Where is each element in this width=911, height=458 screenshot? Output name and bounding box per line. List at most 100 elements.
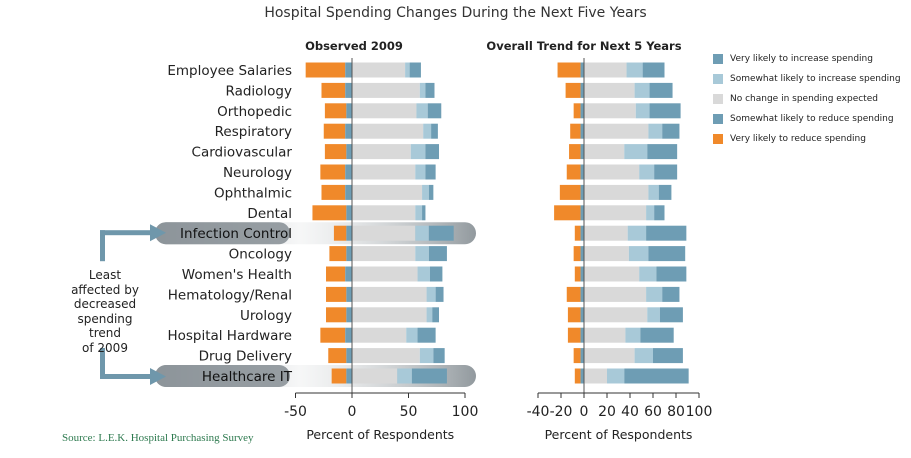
bar-somewhat-reduce [345,82,352,98]
bar-very-reduce [331,368,347,384]
bar-somewhat-increase [426,307,433,323]
annotation-line: of 2009 [82,340,128,355]
x-tick-label: 40 [621,404,639,420]
bar-somewhat-increase [635,103,650,119]
bar-very-reduce [573,348,581,364]
panel-title: Overall Trend for Next 5 Years [486,39,681,53]
bar-very-increase [659,307,683,323]
bar-very-reduce [324,144,347,160]
bar-somewhat-reduce [580,368,584,384]
legend-label: Somewhat likely to reduce spending [730,114,894,124]
category-label: Urology [240,308,292,324]
bar-very-reduce [329,246,347,262]
bar-somewhat-increase [417,266,430,282]
bar-somewhat-reduce [580,266,584,282]
bar-very-reduce [554,205,581,221]
bar-somewhat-reduce [580,246,584,262]
bar-somewhat-increase [625,327,641,343]
bar-somewhat-increase [639,266,657,282]
bar-no-change [352,286,427,302]
legend-swatch [713,114,723,124]
bar-somewhat-reduce [346,307,352,323]
legend-label: Very likely to reduce spending [730,134,866,144]
category-label: Healthcare IT [202,369,293,385]
bar-very-increase [662,123,680,139]
bar-somewhat-reduce [345,164,352,180]
x-tick-label: 100 [686,404,713,420]
bar-somewhat-increase [647,307,660,323]
bar-very-increase [624,368,689,384]
legend-swatch [713,134,723,144]
highlight-band [155,365,290,387]
bar-somewhat-increase [624,144,648,160]
bar-no-change [584,327,626,343]
x-axis-label: Percent of Respondents [306,427,454,442]
bar-somewhat-reduce [580,184,584,200]
bar-somewhat-reduce [345,266,352,282]
bar-no-change [584,164,640,180]
bar-no-change [352,368,398,384]
bar-somewhat-increase [419,348,434,364]
bar-very-reduce [333,225,347,241]
bar-very-reduce [324,103,347,119]
bar-no-change [584,368,607,384]
category-label: Women's Health [182,267,292,283]
bar-no-change [352,82,420,98]
bar-no-change [352,164,416,180]
bar-somewhat-increase [646,205,655,221]
bar-very-increase [647,144,678,160]
bar-no-change [584,307,648,323]
bar-somewhat-increase [634,82,650,98]
bar-somewhat-reduce [580,348,584,364]
bar-no-change [352,246,416,262]
bar-somewhat-reduce [345,62,352,78]
category-label: Drug Delivery [199,349,292,365]
x-tick-label: 80 [667,404,685,420]
annotation-note: Least affected by decreased spending tre… [64,268,146,355]
bar-no-change [584,103,636,119]
bar-somewhat-increase [646,286,663,302]
bar-very-increase [425,82,435,98]
annotation-line: Least [88,268,122,282]
bar-somewhat-reduce [580,123,584,139]
bar-no-change [352,123,424,139]
bar-somewhat-reduce [346,246,352,262]
bar-somewhat-increase [405,62,410,78]
bar-no-change [352,103,417,119]
annotation-line: decreased [73,297,137,311]
bar-very-reduce [320,327,346,343]
bar-somewhat-increase [634,348,653,364]
bar-very-reduce [326,266,346,282]
arrow-head-icon [150,368,166,385]
bar-very-increase [662,286,680,302]
x-tick-label: 20 [598,404,616,420]
bar-somewhat-reduce [345,327,352,343]
bar-somewhat-reduce [346,103,352,119]
bar-very-reduce [557,62,581,78]
bar-somewhat-increase [607,368,625,384]
bar-very-increase [411,368,447,384]
bar-very-increase [428,246,447,262]
bar-somewhat-reduce [345,123,352,139]
bar-somewhat-reduce [580,225,584,241]
arrow-line [100,230,105,262]
bar-somewhat-increase [415,246,429,262]
bar-very-reduce [573,246,581,262]
bar-no-change [584,205,647,221]
bar-somewhat-reduce [580,205,584,221]
category-label: Neurology [223,165,292,181]
bar-somewhat-increase [626,62,643,78]
bar-very-increase [422,205,426,221]
bar-no-change [584,348,635,364]
bar-somewhat-reduce [346,348,352,364]
bar-no-change [352,225,416,241]
bar-very-increase [658,184,672,200]
bar-very-increase [417,327,436,343]
bar-very-reduce [567,307,581,323]
x-tick-label: 0 [580,404,589,420]
x-tick-label: -50 [284,404,307,420]
bar-very-reduce [566,286,581,302]
bar-very-reduce [328,348,347,364]
category-label: Ophthalmic [214,185,292,201]
